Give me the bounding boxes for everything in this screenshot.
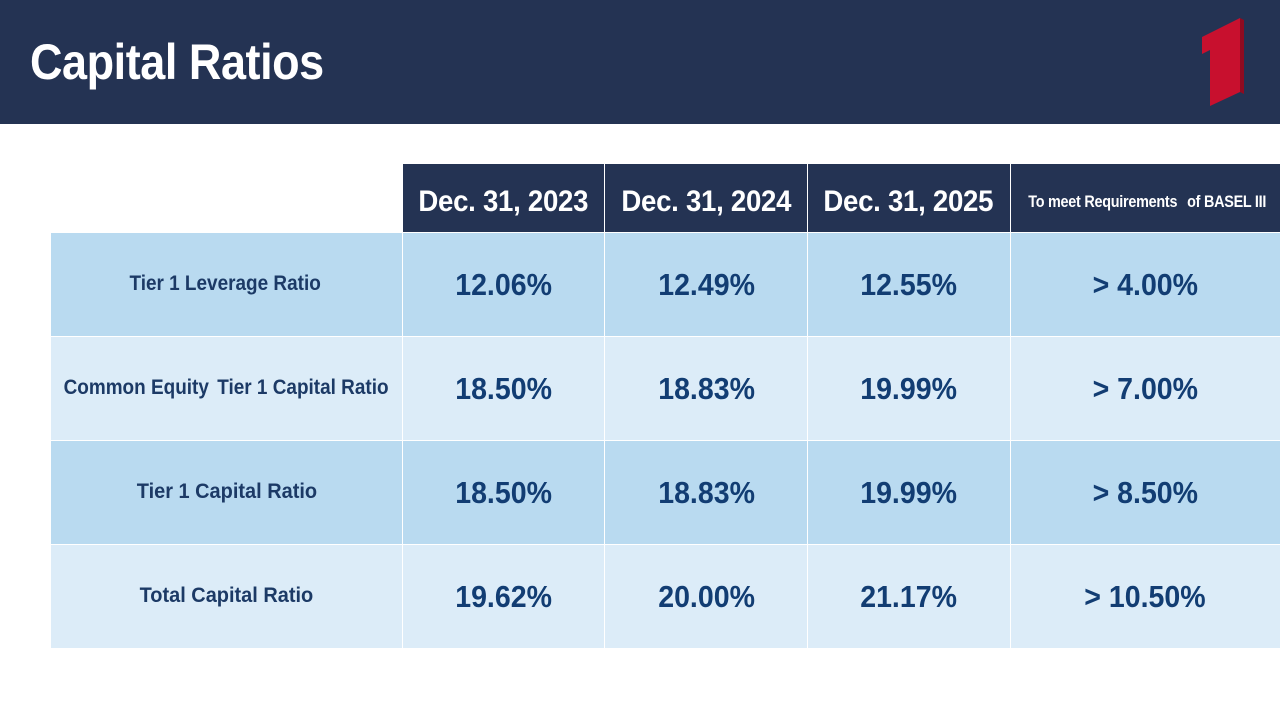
value-cell: 19.99%	[807, 335, 1011, 440]
row-label-cet1: Common Equity Tier 1 Capital Ratio	[51, 335, 403, 440]
red-number-one-logo	[1202, 18, 1244, 106]
value-cell: 18.50%	[401, 439, 605, 544]
value-cell: 18.50%	[401, 335, 605, 440]
requirement-cell: > 4.00%	[1009, 231, 1280, 336]
page-title: Capital Ratios	[30, 34, 324, 90]
header-bar: Capital Ratios	[0, 0, 1280, 124]
table-header-row: Dec. 31, 2023 Dec. 31, 2024 Dec. 31, 202…	[51, 164, 1280, 232]
requirement-cell: > 8.50%	[1009, 439, 1280, 544]
column-header-basel-requirements: To meet Requirements of BASEL III	[1009, 164, 1280, 232]
corner-cell	[51, 164, 403, 232]
capital-ratios-table: Dec. 31, 2023 Dec. 31, 2024 Dec. 31, 202…	[51, 164, 1280, 648]
value-cell: 18.83%	[604, 439, 808, 544]
table-row-tier1-leverage: Tier 1 Leverage Ratio 12.06% 12.49% 12.55…	[51, 231, 1280, 336]
row-label-tier1-leverage: Tier 1 Leverage Ratio	[51, 231, 403, 336]
table-row-total-capital: Total Capital Ratio 19.62% 20.00% 21.17%…	[51, 543, 1280, 648]
value-cell: 12.49%	[604, 231, 808, 336]
row-label-total-capital: Total Capital Ratio	[51, 543, 403, 648]
value-cell: 19.99%	[807, 439, 1011, 544]
value-cell: 12.55%	[807, 231, 1011, 336]
value-cell: 20.00%	[604, 543, 808, 648]
table-row-tier1-capital: Tier 1 Capital Ratio 18.50% 18.83% 19.99…	[51, 439, 1280, 544]
row-label-tier1-capital: Tier 1 Capital Ratio	[51, 439, 403, 544]
column-header-2025: Dec. 31, 2025	[807, 164, 1011, 232]
table-row-cet1: Common Equity Tier 1 Capital Ratio 18.50%…	[51, 335, 1280, 440]
value-cell: 19.62%	[401, 543, 605, 648]
value-cell: 12.06%	[401, 231, 605, 336]
column-header-2024: Dec. 31, 2024	[604, 164, 808, 232]
column-header-2023: Dec. 31, 2023	[401, 164, 605, 232]
requirement-cell: > 7.00%	[1009, 335, 1280, 440]
value-cell: 18.83%	[604, 335, 808, 440]
value-cell: 21.17%	[807, 543, 1011, 648]
requirement-cell: > 10.50%	[1009, 543, 1280, 648]
